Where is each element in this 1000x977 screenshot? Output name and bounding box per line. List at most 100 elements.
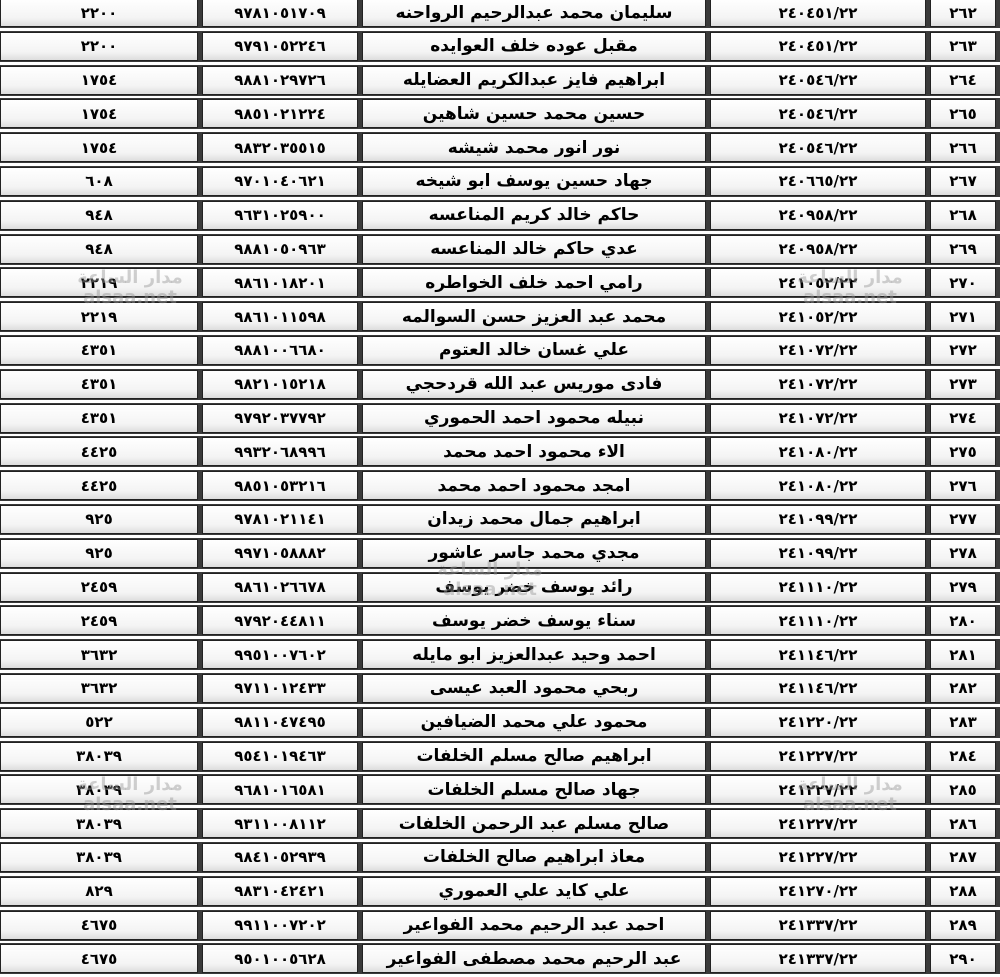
code-cell: ٢٤١٠٧٢/٢٢ [710, 369, 926, 399]
amount-cell: ٩٤٨ [0, 200, 198, 230]
code-cell: ٢٤١٢٢٧/٢٢ [710, 809, 926, 839]
table-row: ٦٠٨ ٩٧٠١٠٤٠٦٢١ جهاد حسين يوسف ابو شيخه ٢٤٠٦… [0, 165, 1000, 197]
table-row: ٣٦٣٢ ٩٩٥١٠٠٧٦٠٢ احمد وحيد عبدالعزيز ابو ما… [0, 639, 1000, 671]
amount-cell: ٤٤٢٥ [0, 437, 198, 467]
amount-cell: ٣٨٠٣٩ [0, 809, 198, 839]
national-id-cell: ٩٩٣٢٠٦٨٩٩٦ [202, 437, 358, 467]
amount-cell: ٢٢١٩ [0, 302, 198, 332]
name-cell: علي كايد علي العموري [362, 876, 706, 906]
name-cell: رامي احمد خلف الخواطره [362, 268, 706, 298]
national-id-cell: ٩٨٨١٠٠٦٦٨٠ [202, 335, 358, 365]
row-number-cell: ٢٧٨ [930, 538, 996, 568]
table-row: ٩٤٨ ٩٦٣١٠٢٥٩٠٠ حاكم خالد كريم المناعسه ٢٤٠٩… [0, 199, 1000, 231]
amount-cell: ٤٦٧٥ [0, 910, 198, 940]
code-cell: ٢٤٠٤٥١/٢٢ [710, 31, 926, 61]
table-row: ٤٤٢٥ ٩٩٣٢٠٦٨٩٩٦ الاء محمود احمد محمد ٢٤١٠٨٠… [0, 436, 1000, 468]
amount-cell: ٢٤٥٩ [0, 572, 198, 602]
amount-cell: ٢٢١٩ [0, 268, 198, 298]
table-row: ٢٢٠٠ ٩٧٩١٠٥٢٢٤٦ مقبل عوده خلف العوايده ٢٤٠٤… [0, 30, 1000, 62]
name-cell: احمد وحيد عبدالعزيز ابو مايله [362, 640, 706, 670]
code-cell: ٢٤٠٦٦٥/٢٢ [710, 166, 926, 196]
amount-cell: ٦٠٨ [0, 166, 198, 196]
code-cell: ٢٤١٠٨٠/٢٢ [710, 437, 926, 467]
name-cell: ربحي محمود العبد عيسى [362, 673, 706, 703]
row-number-cell: ٢٧٦ [930, 471, 996, 501]
national-id-cell: ٩٧٨١٠٢١١٤١ [202, 504, 358, 534]
amount-cell: ٤٦٧٥ [0, 944, 198, 974]
code-cell: ٢٤١٢٢٧/٢٢ [710, 775, 926, 805]
code-cell: ٢٤١٠٧٢/٢٢ [710, 335, 926, 365]
name-cell: امجد محمود احمد محمد [362, 471, 706, 501]
row-number-cell: ٢٧٧ [930, 504, 996, 534]
name-cell: محمد عبد العزيز حسن السوالمه [362, 302, 706, 332]
code-cell: ٢٤١٠٥٢/٢٢ [710, 302, 926, 332]
name-cell: ابراهيم فايز عبدالكريم العضايله [362, 65, 706, 95]
national-id-cell: ٩٩١١٠٠٧٢٠٢ [202, 910, 358, 940]
code-cell: ٢٤١٠٥٢/٢٢ [710, 268, 926, 298]
amount-cell: ١٧٥٤ [0, 133, 198, 163]
row-number-cell: ٢٨١ [930, 640, 996, 670]
name-cell: رائد يوسف خضر يوسف [362, 572, 706, 602]
code-cell: ٢٤١٢٢٠/٢٢ [710, 707, 926, 737]
name-cell: صالح مسلم عبد الرحمن الخلفات [362, 809, 706, 839]
name-cell: معاذ ابراهيم صالح الخلفات [362, 842, 706, 872]
table-row: ٤٣٥١ ٩٧٩٢٠٣٧٧٩٢ نبيله محمود احمد الحموري ٢٤… [0, 402, 1000, 434]
code-cell: ٢٤٠٥٤٦/٢٢ [710, 99, 926, 129]
code-cell: ٢٤١٢٧٠/٢٢ [710, 876, 926, 906]
name-cell: ابراهيم صالح مسلم الخلفات [362, 741, 706, 771]
table-row: ٣٨٠٣٩ ٩٦٨١٠١٦٥٨١ جهاد صالح مسلم الخلفات ٢٤١… [0, 774, 1000, 806]
code-cell: ٢٤١١١٠/٢٢ [710, 572, 926, 602]
national-id-cell: ٩٨٨١٠٢٩٧٢٦ [202, 65, 358, 95]
name-cell: نور انور محمد شيشه [362, 133, 706, 163]
name-cell: الاء محمود احمد محمد [362, 437, 706, 467]
amount-cell: ٢٤٥٩ [0, 606, 198, 636]
row-number-cell: ٢٨٦ [930, 809, 996, 839]
table-row: ١٧٥٤ ٩٨٥١٠٢١٢٢٤ حسين محمد حسين شاهين ٢٤٠٥٤٦… [0, 98, 1000, 130]
name-cell: جهاد صالح مسلم الخلفات [362, 775, 706, 805]
table-row: ١٧٥٤ ٩٨٨١٠٢٩٧٢٦ ابراهيم فايز عبدالكريم الع… [0, 64, 1000, 96]
national-id-cell: ٩٧٩٢٠٤٤٨١١ [202, 606, 358, 636]
amount-cell: ٩٢٥ [0, 538, 198, 568]
name-cell: جهاد حسين يوسف ابو شيخه [362, 166, 706, 196]
national-id-cell: ٩٨٣١٠٤٢٤٢١ [202, 876, 358, 906]
name-cell: مجدي محمد جاسر عاشور [362, 538, 706, 568]
national-id-cell: ٩٧٨١٠٥١٧٠٩ [202, 0, 358, 27]
amount-cell: ٣٨٠٣٩ [0, 842, 198, 872]
code-cell: ٢٤١٠٧٢/٢٢ [710, 403, 926, 433]
row-number-cell: ٢٨٣ [930, 707, 996, 737]
row-number-cell: ٢٩٠ [930, 944, 996, 974]
code-cell: ٢٤١١١٠/٢٢ [710, 606, 926, 636]
name-cell: نبيله محمود احمد الحموري [362, 403, 706, 433]
table-row: ٤٦٧٥ ٩٩١١٠٠٧٢٠٢ احمد عبد الرحيم محمد الفوا… [0, 909, 1000, 941]
code-cell: ٢٤٠٥٤٦/٢٢ [710, 133, 926, 163]
national-id-cell: ٩٧٩١٠٥٢٢٤٦ [202, 31, 358, 61]
table-row: ٤٣٥١ ٩٨٢١٠١٥٢١٨ فادى موريس عبد الله قردحجي… [0, 368, 1000, 400]
national-id-cell: ٩٨٤١٠٥٢٩٣٩ [202, 842, 358, 872]
table-row: ٢٢١٩ ٩٨٦١٠١١٥٩٨ محمد عبد العزيز حسن السوال… [0, 301, 1000, 333]
row-number-cell: ٢٧٠ [930, 268, 996, 298]
row-number-cell: ٢٧٤ [930, 403, 996, 433]
national-id-cell: ٩٥٤١٠١٩٤٦٣ [202, 741, 358, 771]
row-number-cell: ٢٦٥ [930, 99, 996, 129]
table-row: ٣٨٠٣٩ ٩٣١١٠٠٨١١٢ صالح مسلم عبد الرحمن الخل… [0, 808, 1000, 840]
code-cell: ٢٤١١٤٦/٢٢ [710, 673, 926, 703]
table-row: ٣٦٣٢ ٩٧١١٠١٢٤٣٣ ربحي محمود العبد عيسى ٢٤١١٤… [0, 672, 1000, 704]
amount-cell: ٣٦٣٢ [0, 640, 198, 670]
name-cell: ابراهيم جمال محمد زيدان [362, 504, 706, 534]
amount-cell: ٤٣٥١ [0, 335, 198, 365]
national-id-cell: ٩٨٦١٠١١٥٩٨ [202, 302, 358, 332]
row-number-cell: ٢٨٨ [930, 876, 996, 906]
row-number-cell: ٢٧٩ [930, 572, 996, 602]
row-number-cell: ٢٦٦ [930, 133, 996, 163]
code-cell: ٢٤٠٥٤٦/٢٢ [710, 65, 926, 95]
row-number-cell: ٢٦٨ [930, 200, 996, 230]
national-id-cell: ٩٧٩٢٠٣٧٧٩٢ [202, 403, 358, 433]
table-row: ١٧٥٤ ٩٨٣٢٠٣٥٥١٥ نور انور محمد شيشه ٢٤٠٥٤٦/٢… [0, 132, 1000, 164]
row-number-cell: ٢٧٢ [930, 335, 996, 365]
row-number-cell: ٢٨٤ [930, 741, 996, 771]
name-cell: حاكم خالد كريم المناعسه [362, 200, 706, 230]
national-id-cell: ٩٨٢١٠١٥٢١٨ [202, 369, 358, 399]
row-number-cell: ٢٨٢ [930, 673, 996, 703]
amount-cell: ٣٨٠٣٩ [0, 741, 198, 771]
table-row: ٢٢١٩ ٩٨٦١٠١٨٢٠١ رامي احمد خلف الخواطره ٢٤١٠… [0, 267, 1000, 299]
